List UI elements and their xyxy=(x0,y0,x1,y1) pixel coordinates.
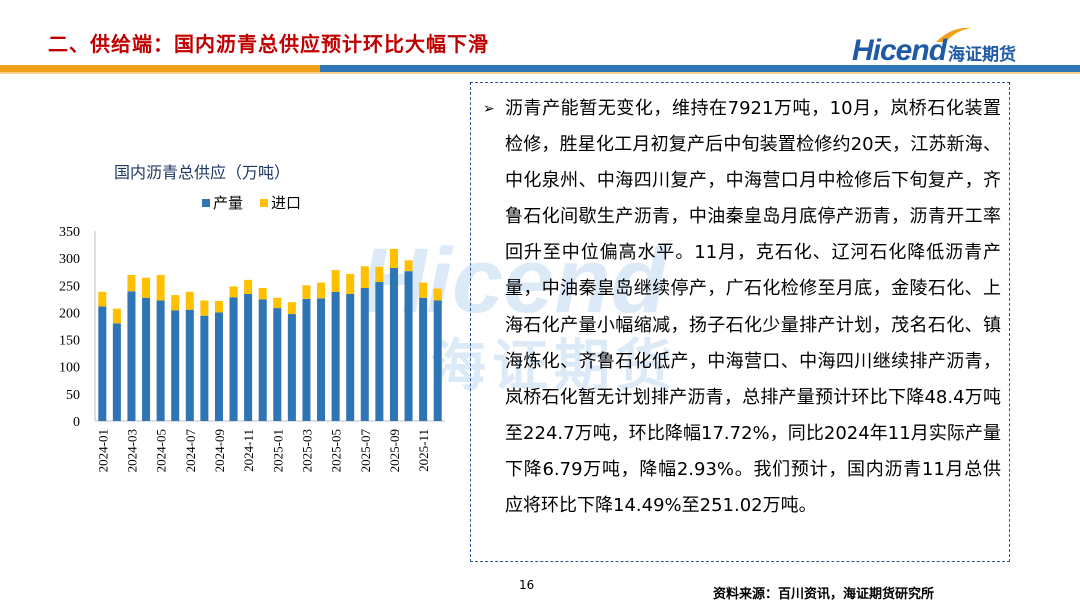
bar-production-2025-10 xyxy=(404,271,413,421)
bar-import-2024-07 xyxy=(185,291,194,310)
x-tick-label: 2024-07 xyxy=(183,429,198,473)
logo-text-en: Hicend xyxy=(852,34,947,67)
bar-import-2024-06 xyxy=(171,295,180,311)
bar-import-2025-05 xyxy=(331,270,340,292)
bar-import-2025-04 xyxy=(317,282,326,299)
bar-production-2025-01 xyxy=(273,308,282,421)
header-stripe-light xyxy=(0,72,1080,74)
y-tick-label: 100 xyxy=(59,361,80,376)
bar-production-2025-02 xyxy=(287,314,296,421)
bar-production-2025-09 xyxy=(389,267,398,421)
y-tick-label: 50 xyxy=(66,388,80,403)
x-tick-label: 2025-09 xyxy=(387,429,402,472)
bar-production-2024-11 xyxy=(244,293,253,421)
bar-production-2024-04 xyxy=(142,297,151,421)
bullet-arrow-icon: ➢ xyxy=(483,101,495,117)
bar-production-2025-04 xyxy=(317,298,326,421)
bar-production-2025-12 xyxy=(433,300,442,421)
bar-import-2024-10 xyxy=(229,286,238,298)
bar-production-2024-02 xyxy=(112,323,121,421)
bar-import-2025-06 xyxy=(346,273,355,294)
company-logo: Hicend 海证期货 xyxy=(852,32,1016,66)
bar-import-2025-08 xyxy=(375,266,384,283)
bar-import-2025-07 xyxy=(360,266,369,288)
y-tick-label: 350 xyxy=(59,225,80,240)
bar-import-2024-03 xyxy=(127,274,136,292)
x-tick-label: 2024-01 xyxy=(95,429,110,472)
bar-import-2024-02 xyxy=(112,308,121,324)
analysis-paragraph: 沥青产能暂无变化，维持在7921万吨，10月，岚桥石化装置检修，胜星化工月初复产… xyxy=(505,98,1001,517)
bar-import-2024-08 xyxy=(200,300,209,316)
bar-import-2025-12 xyxy=(433,288,442,301)
bar-import-2025-09 xyxy=(389,248,398,268)
logo-text-cn: 海证期货 xyxy=(948,45,1017,65)
bar-production-2024-05 xyxy=(156,300,165,421)
source-note: 资料来源：百川资讯，海证期货研究所 xyxy=(713,587,935,602)
bar-import-2024-09 xyxy=(214,301,223,313)
bar-production-2024-08 xyxy=(200,315,209,421)
bar-production-2025-03 xyxy=(302,298,311,421)
x-tick-label: 2024-05 xyxy=(154,429,169,472)
y-tick-label: 250 xyxy=(59,279,80,294)
legend-label-import: 进口 xyxy=(271,194,301,212)
x-tick-label: 2025-05 xyxy=(329,429,344,472)
header-stripe-orange xyxy=(0,65,320,72)
supply-chart: 国内沥青总供应（万吨） 产量 进口 0 50 100 150 200 250 300 350 2024… xyxy=(40,150,470,510)
bar-production-2024-07 xyxy=(185,309,194,421)
y-tick-label: 300 xyxy=(59,252,80,267)
x-tick-label: 2024-09 xyxy=(212,429,227,472)
bar-import-2024-04 xyxy=(142,277,151,298)
bar-production-2025-07 xyxy=(360,288,369,421)
x-tick-label: 2025-01 xyxy=(270,429,285,472)
bar-import-2024-05 xyxy=(156,274,165,301)
supply-chart-svg: 国内沥青总供应（万吨） 产量 进口 0 50 100 150 200 250 300 350 2024… xyxy=(59,163,445,473)
analysis-textbox: ➢ 沥青产能暂无变化，维持在7921万吨，10月，岚桥石化装置检修，胜星化工月初… xyxy=(470,82,1010,562)
legend-swatch-import xyxy=(260,199,268,207)
header-stripe-blue xyxy=(320,65,1080,72)
x-tick-label: 2025-03 xyxy=(299,429,314,472)
bar-import-2025-01 xyxy=(273,297,282,309)
chart-title: 国内沥青总供应（万吨） xyxy=(114,163,290,182)
y-tick-label: 150 xyxy=(59,334,80,349)
bar-production-2024-09 xyxy=(214,312,223,421)
bar-production-2025-11 xyxy=(419,297,428,421)
legend-label-production: 产量 xyxy=(213,194,243,212)
bar-production-2025-08 xyxy=(375,282,384,421)
legend-swatch-production xyxy=(202,199,210,207)
bar-production-2024-10 xyxy=(229,297,238,421)
bar-import-2025-03 xyxy=(302,285,311,299)
y-tick-label: 0 xyxy=(73,415,80,430)
page-title: 二、供给端：国内沥青总供应预计环比大幅下滑 xyxy=(48,32,489,56)
x-tick-label: 2025-11 xyxy=(416,429,431,472)
x-tick-label: 2025-07 xyxy=(358,429,373,473)
bar-import-2024-12 xyxy=(258,288,267,300)
logo-swoosh-icon xyxy=(936,27,972,42)
bar-import-2024-01 xyxy=(98,291,107,307)
bar-production-2024-12 xyxy=(258,299,267,421)
bar-production-2024-06 xyxy=(171,310,180,421)
bar-production-2024-01 xyxy=(98,306,107,421)
bar-import-2025-10 xyxy=(404,260,413,272)
page-number: 16 xyxy=(519,578,535,592)
bar-production-2025-05 xyxy=(331,291,340,421)
y-tick-label: 200 xyxy=(59,306,80,321)
x-tick-label: 2024-11 xyxy=(241,429,256,472)
bar-import-2024-11 xyxy=(244,279,253,294)
bar-production-2025-06 xyxy=(346,293,355,421)
bar-import-2025-02 xyxy=(287,302,296,315)
bar-production-2024-03 xyxy=(127,291,136,421)
x-tick-label: 2024-03 xyxy=(124,429,139,472)
bar-import-2025-11 xyxy=(419,282,428,298)
